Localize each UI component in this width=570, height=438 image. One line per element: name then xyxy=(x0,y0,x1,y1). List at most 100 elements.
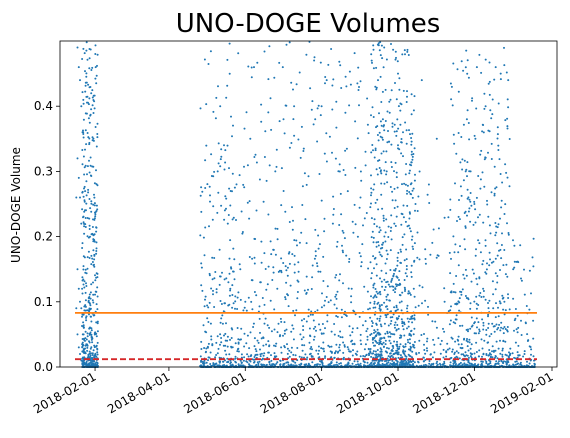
scatter-point-fill xyxy=(85,316,87,319)
scatter-point xyxy=(397,72,399,75)
scatter-point-fill xyxy=(414,173,416,176)
scatter-point-fill xyxy=(394,82,396,84)
scatter-point-fill xyxy=(269,97,272,100)
scatter-point-fill xyxy=(406,338,409,341)
scatter-point-fill xyxy=(508,185,511,188)
scatter-point-fill xyxy=(313,59,316,62)
scatter-point-fill xyxy=(256,61,259,64)
scatter-point-fill xyxy=(93,240,96,243)
scatter-point-fill xyxy=(470,353,473,356)
scatter-point-fill xyxy=(412,187,415,190)
scatter-point-fill xyxy=(310,288,313,290)
scatter-point-fill xyxy=(482,295,485,298)
scatter-point-fill xyxy=(487,341,490,344)
scatter-point-fill xyxy=(205,103,208,106)
scatter-point-fill xyxy=(371,364,373,367)
scatter-point-fill xyxy=(485,329,488,331)
scatter-point-fill xyxy=(89,315,92,318)
scatter-point xyxy=(487,313,490,316)
scatter-point-fill xyxy=(234,295,237,298)
scatter-point-fill xyxy=(368,307,371,310)
scatter-point-fill xyxy=(259,348,261,351)
scatter-point-fill xyxy=(484,298,487,301)
scatter-point-fill xyxy=(413,179,416,182)
scatter-point-fill xyxy=(379,347,382,350)
scatter-point-fill xyxy=(286,343,288,346)
scatter-point-fill xyxy=(217,347,220,350)
scatter-point-fill xyxy=(81,149,84,151)
scatter-point-fill xyxy=(375,296,378,299)
scatter-point-fill xyxy=(378,339,381,342)
scatter-point-fill xyxy=(411,235,414,238)
scatter-point-fill xyxy=(496,137,499,140)
scatter-point-fill xyxy=(358,315,361,318)
scatter-point-fill xyxy=(298,71,301,74)
scatter-point-fill xyxy=(460,343,463,346)
scatter-point xyxy=(79,353,81,355)
scatter-point-fill xyxy=(356,350,359,353)
scatter-point-fill xyxy=(90,92,93,95)
chart-title: UNO-DOGE Volumes xyxy=(176,9,441,39)
scatter-point-fill xyxy=(395,134,398,137)
scatter-point-fill xyxy=(318,356,321,359)
scatter-point xyxy=(377,79,379,82)
scatter-point-fill xyxy=(406,192,408,195)
scatter-point-fill xyxy=(388,339,391,342)
scatter-point-fill xyxy=(84,84,87,87)
scatter-point-fill xyxy=(288,221,291,223)
scatter-point-fill xyxy=(328,135,331,138)
scatter-point-fill xyxy=(359,355,362,358)
scatter-point-fill xyxy=(231,363,234,366)
scatter-point-fill xyxy=(314,325,317,328)
scatter-point-fill xyxy=(308,353,311,356)
scatter-point-fill xyxy=(83,200,86,203)
scatter-point-fill xyxy=(348,260,351,263)
scatter-point-fill xyxy=(95,276,98,279)
scatter-point-fill xyxy=(462,179,465,182)
scatter-point-fill xyxy=(445,355,448,358)
scatter-point-fill xyxy=(380,348,383,351)
scatter-point-fill xyxy=(477,363,480,366)
scatter-point-fill xyxy=(303,172,306,175)
scatter-point-fill xyxy=(466,175,468,178)
scatter-point xyxy=(389,98,392,101)
scatter-point-fill xyxy=(215,288,218,291)
scatter-point-fill xyxy=(292,88,294,91)
scatter-point-fill xyxy=(409,355,412,358)
scatter-point-fill xyxy=(88,198,91,200)
scatter-point-fill xyxy=(204,330,207,333)
scatter-point-fill xyxy=(387,355,390,358)
scatter-point-fill xyxy=(262,337,265,339)
scatter-point-fill xyxy=(255,294,258,297)
scatter-point-fill xyxy=(463,277,466,280)
scatter-point-fill xyxy=(479,292,482,294)
scatter-point-fill xyxy=(258,305,261,308)
scatter-point-fill xyxy=(488,251,491,254)
scatter-point-fill xyxy=(513,244,516,247)
scatter-point-fill xyxy=(406,307,408,310)
scatter-point-fill xyxy=(84,70,86,73)
scatter-point-fill xyxy=(394,321,397,324)
scatter-point-fill xyxy=(314,118,317,121)
scatter-point-fill xyxy=(506,176,509,179)
scatter-point-fill xyxy=(302,325,305,328)
scatter-point-fill xyxy=(92,112,95,114)
scatter-point-fill xyxy=(94,66,97,69)
scatter-point-fill xyxy=(352,309,355,312)
scatter-point-fill xyxy=(231,190,233,193)
scatter-point-fill xyxy=(393,306,396,309)
scatter-point-fill xyxy=(468,138,471,141)
scatter-point-fill xyxy=(335,315,338,317)
scatter-point-fill xyxy=(93,204,96,207)
scatter-point-fill xyxy=(464,295,467,297)
scatter-point xyxy=(420,79,423,82)
scatter-point-fill xyxy=(353,203,356,206)
scatter-point xyxy=(364,150,367,153)
scatter-point-fill xyxy=(490,158,493,160)
scatter-point-fill xyxy=(369,350,372,353)
scatter-point-fill xyxy=(341,336,344,339)
scatter-point-fill xyxy=(402,216,405,219)
scatter-point-fill xyxy=(466,188,469,191)
scatter-point-fill xyxy=(455,303,458,306)
scatter-point-fill xyxy=(92,234,95,237)
